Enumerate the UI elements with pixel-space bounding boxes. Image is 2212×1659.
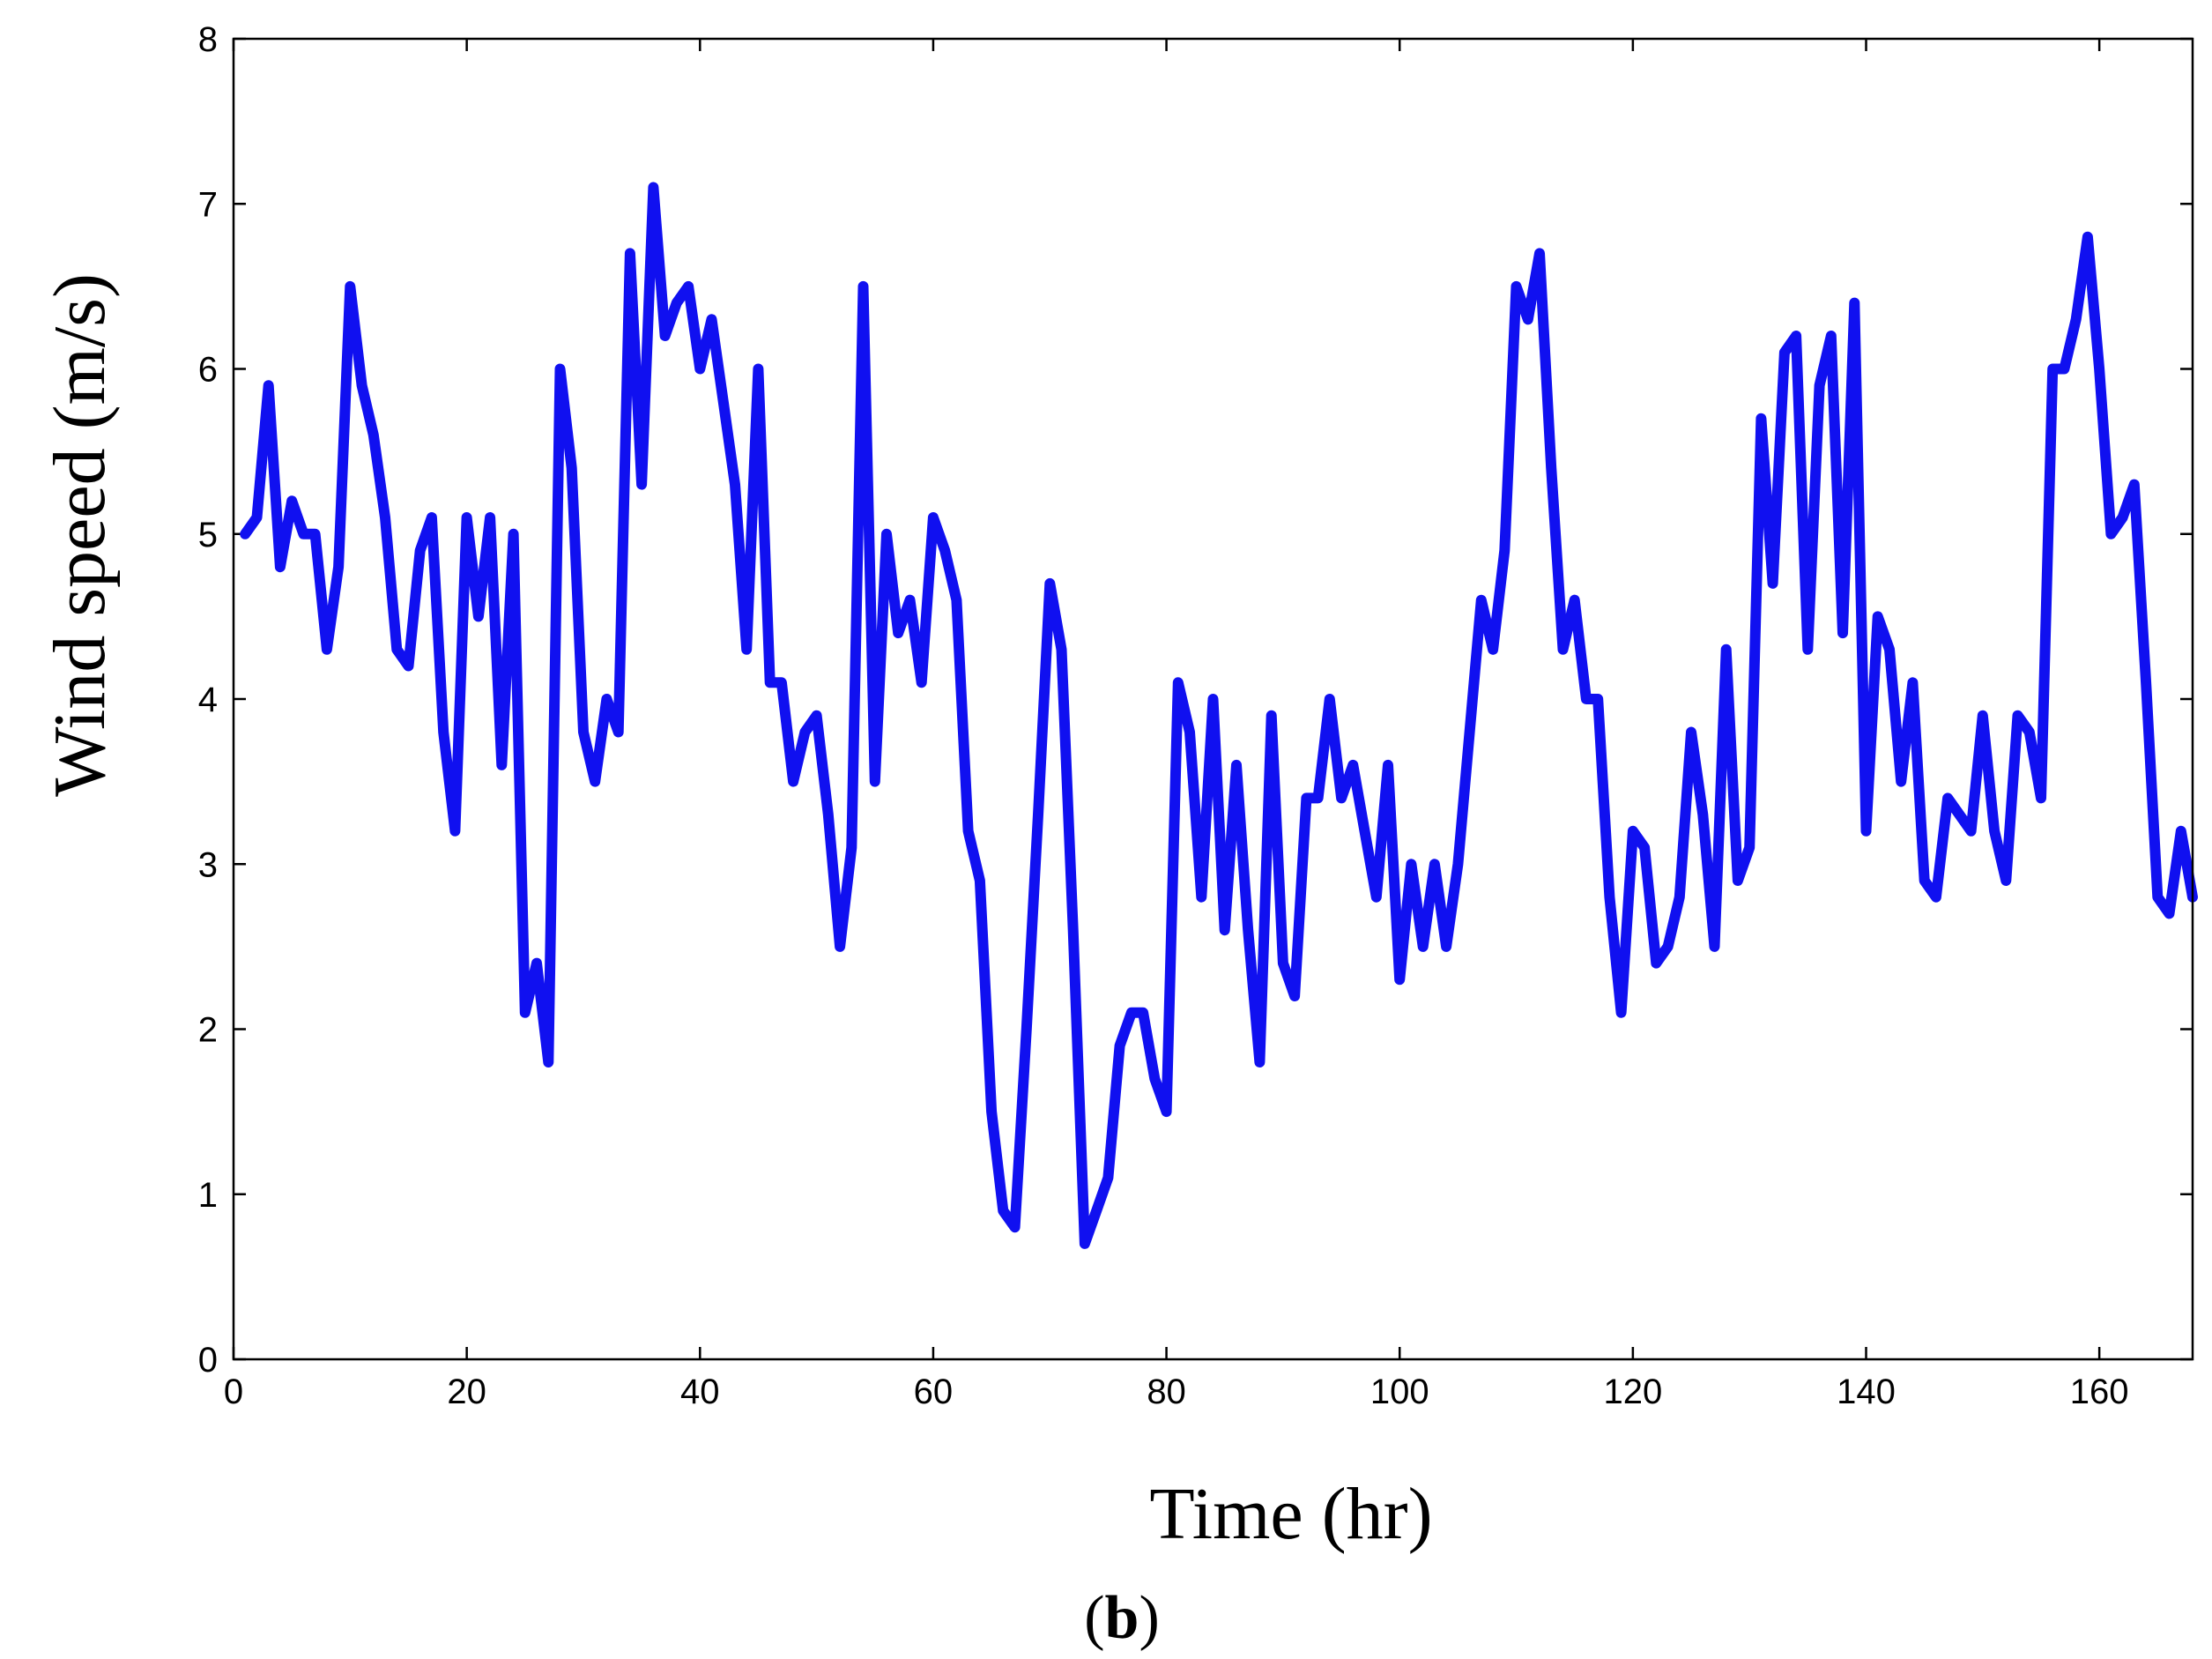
x-tick-label-100: 100	[1370, 1373, 1429, 1411]
plot-frame	[232, 37, 2194, 1361]
x-axis-title: Time (hr)	[1149, 1473, 1432, 1555]
x-tick-label-60: 60	[914, 1373, 954, 1411]
x-tick-label-20: 20	[447, 1373, 486, 1411]
y-tick-label-8: 8	[198, 20, 218, 59]
panel-label: (b)	[1084, 1584, 1160, 1652]
y-axis-title: Wind speed (m/s)	[39, 273, 121, 797]
y-tick-label-0: 0	[198, 1341, 218, 1380]
y-tick-label-3: 3	[198, 845, 218, 884]
panel-label-letter: b	[1105, 1584, 1139, 1652]
x-tick-label-40: 40	[680, 1373, 720, 1411]
y-tick-label-2: 2	[198, 1011, 218, 1050]
x-tick-label-80: 80	[1147, 1373, 1186, 1411]
y-tick-label-4: 4	[198, 681, 218, 719]
x-tick-label-140: 140	[1837, 1373, 1896, 1411]
panel-label-close-paren: )	[1139, 1584, 1159, 1652]
y-tick-label-1: 1	[198, 1176, 218, 1215]
wind-speed-series-line	[240, 182, 2198, 1249]
y-tick-label-5: 5	[198, 516, 218, 554]
x-tick-label-160: 160	[2070, 1373, 2129, 1411]
y-tick-label-6: 6	[198, 351, 218, 390]
y-tick-label-7: 7	[198, 185, 218, 224]
x-tick-label-0: 0	[224, 1373, 243, 1411]
tick-labels: 0 20 40 60 80 100 120 140 160 0 1 2 3 4 5 6 7 8	[198, 20, 2129, 1411]
x-tick-label-120: 120	[1603, 1373, 1662, 1411]
panel-label-open-paren: (	[1084, 1584, 1104, 1652]
